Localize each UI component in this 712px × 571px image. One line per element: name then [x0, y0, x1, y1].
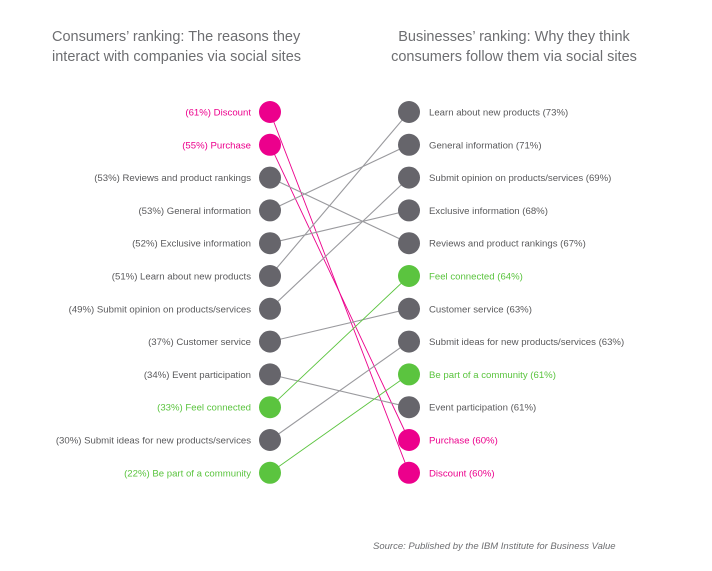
- right-rank-label: Event participation (61%): [429, 403, 536, 414]
- connector-line: [269, 275, 410, 408]
- connector-line: [269, 374, 410, 474]
- right-rank-label: Discount (60%): [429, 468, 495, 479]
- consumers-ranking-title: Consumers’ ranking: The reasons they int…: [52, 27, 301, 67]
- connector-line: [269, 111, 410, 277]
- consumers-title-line-2: interact with companies via social sites: [52, 49, 302, 65]
- connector-line: [269, 341, 410, 441]
- left-rank-label: (33%) Feel connected: [157, 403, 251, 414]
- right-rank-dot: [398, 396, 420, 419]
- right-rank-dot: [398, 133, 420, 156]
- connector-lines: [269, 111, 410, 474]
- left-rank-label: (52%) Exclusive information: [132, 239, 251, 250]
- right-rank-dot: [398, 199, 420, 222]
- consumers-title-line-1: Consumers’ ranking: The reasons they: [52, 29, 301, 45]
- right-rank-dot: [398, 101, 420, 123]
- left-rank-dot: [259, 232, 281, 255]
- right-rank-dot: [398, 363, 420, 386]
- connector-line: [269, 144, 410, 211]
- right-rank-dot: [398, 461, 420, 484]
- right-rank-label: Exclusive information (68%): [429, 206, 548, 217]
- left-rank-label: (34%) Event participation: [144, 370, 251, 381]
- left-rank-label: (61%) Discount: [185, 108, 251, 119]
- businesses-title-line-1: Businesses’ ranking: Why they think: [398, 29, 630, 45]
- right-rank-dot: [398, 166, 420, 189]
- left-rank-dot: [259, 199, 281, 222]
- left-rank-label: (55%) Purchase: [182, 140, 251, 151]
- left-rank-dot: [259, 133, 281, 156]
- connector-line: [269, 144, 410, 441]
- left-rank-label: (53%) Reviews and product rankings: [94, 173, 251, 184]
- left-rank-dot: [259, 101, 281, 123]
- businesses-title-line-2: consumers follow them via social sites: [391, 49, 637, 65]
- connector-line: [269, 308, 410, 343]
- right-rank-dot: [398, 232, 420, 255]
- connector-line: [269, 209, 410, 244]
- right-rank-label: Customer service (63%): [429, 304, 532, 315]
- right-rank-dot: [398, 265, 420, 287]
- right-rank-label: Submit opinion on products/services (69%…: [429, 173, 611, 184]
- left-rank-label: (37%) Customer service: [148, 337, 251, 348]
- right-rank-label: Learn about new products (73%): [429, 108, 568, 119]
- right-rank-label: Reviews and product rankings (67%): [429, 239, 586, 250]
- right-rank-label: Feel connected (64%): [429, 272, 523, 283]
- left-rank-dot: [259, 265, 281, 287]
- left-rank-dot: [259, 297, 281, 320]
- right-rank-label: Be part of a community (61%): [429, 370, 556, 381]
- right-rank-label: General information (71%): [429, 140, 542, 151]
- right-rank-dot: [398, 330, 420, 353]
- left-rank-dot: [259, 461, 281, 484]
- connector-line: [269, 177, 410, 244]
- left-rank-label: (51%) Learn about new products: [112, 272, 251, 283]
- right-rank-dot: [398, 297, 420, 320]
- left-rank-dot: [259, 166, 281, 189]
- left-rank-dot: [259, 429, 281, 451]
- left-rank-label: (49%) Submit opinion on products/service…: [69, 304, 252, 315]
- left-rank-dot: [259, 396, 281, 419]
- left-rank-label: (22%) Be part of a community: [124, 468, 251, 479]
- left-rank-dot: [259, 363, 281, 386]
- connector-line: [269, 177, 410, 310]
- left-rank-label: (30%) Submit ideas for new products/serv…: [56, 436, 251, 447]
- left-rank-dot: [259, 330, 281, 353]
- right-rank-label: Submit ideas for new products/services (…: [429, 337, 624, 348]
- source-note: Source: Published by the IBM Institute f…: [373, 541, 616, 552]
- right-rank-label: Purchase (60%): [429, 436, 498, 447]
- businesses-ranking-title: Businesses’ ranking: Why they think cons…: [378, 27, 650, 67]
- right-rank-dot: [398, 429, 420, 451]
- left-rank-label: (53%) General information: [138, 206, 251, 217]
